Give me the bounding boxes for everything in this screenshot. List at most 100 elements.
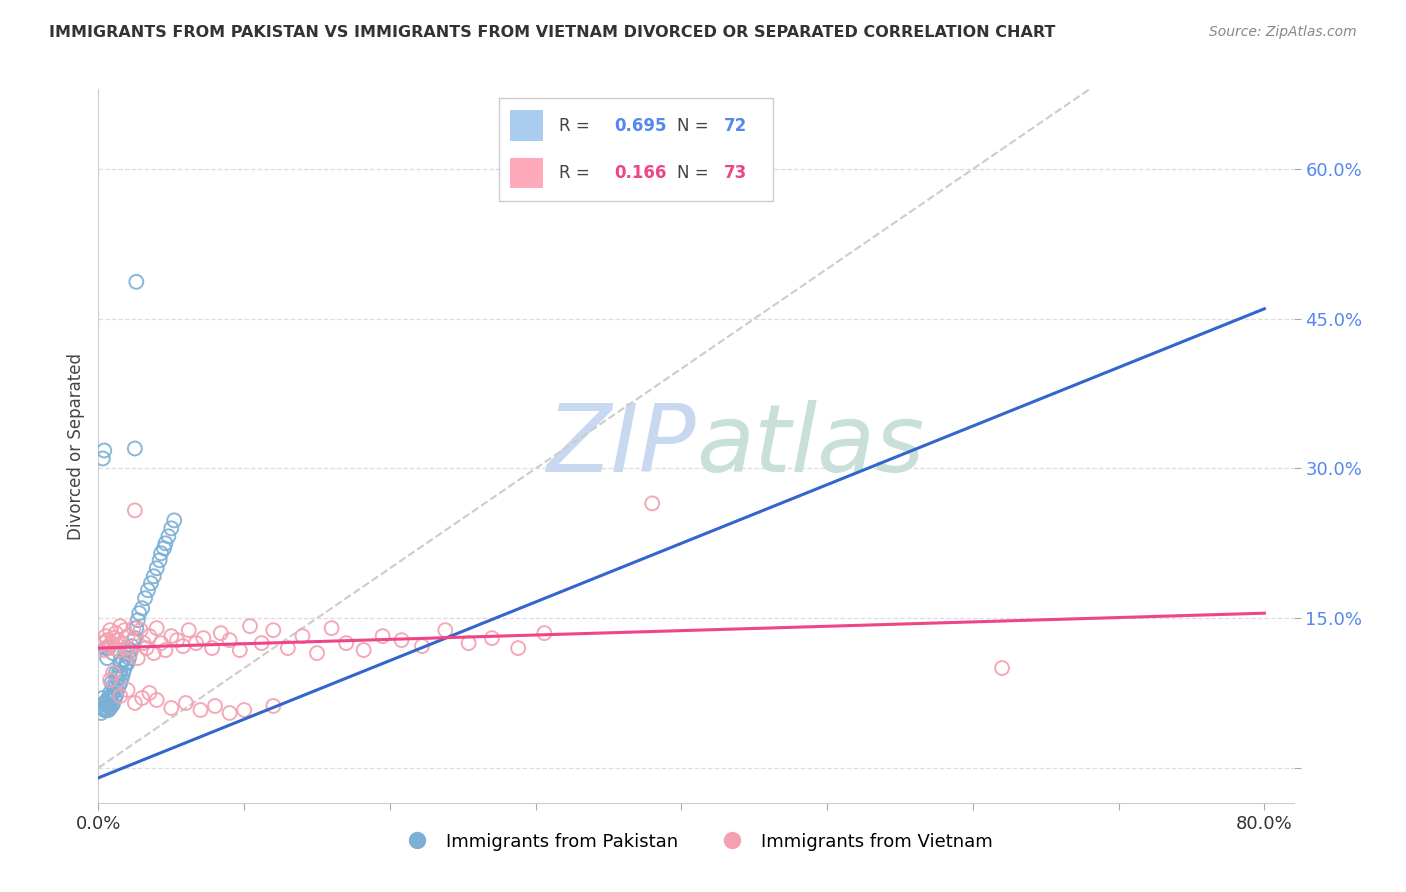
Point [108,643,131,657]
Point [129,623,152,637]
Point [335,636,357,650]
Point [201,641,224,656]
Point [110,619,132,633]
Point [125,275,148,289]
Point [145,693,167,707]
Point [190,703,212,717]
Point [434,623,457,637]
Point [142,569,165,583]
Point [155,643,177,657]
Y-axis label: Divorced or Separated: Divorced or Separated [66,352,84,540]
Point [91,691,114,706]
Point [93,696,115,710]
Point [138,629,160,643]
Text: 73: 73 [724,164,747,182]
Point [117,629,139,643]
Point [457,636,479,650]
Point [291,629,314,643]
Point [101,697,124,711]
Point [149,553,172,567]
Point [112,666,135,681]
Point [218,706,240,720]
Point [97,639,120,653]
Point [160,629,183,643]
Legend: Immigrants from Pakistan, Immigrants from Vietnam: Immigrants from Pakistan, Immigrants fro… [392,826,1000,858]
Point [371,629,394,643]
Point [481,631,503,645]
Point [94,641,117,656]
Point [120,646,142,660]
Point [135,641,157,656]
Point [117,656,139,670]
Point [101,646,124,660]
Point [124,442,146,456]
Point [93,643,115,657]
Point [108,666,131,681]
Point [93,703,115,717]
Point [124,631,146,645]
Bar [510,158,543,188]
Point [120,643,142,657]
Point [103,681,125,695]
Point [145,621,167,635]
Point [155,536,177,550]
Point [508,641,530,656]
Point [204,698,226,713]
Point [131,601,153,615]
Point [100,689,122,703]
Text: R =: R = [560,164,591,182]
Point [250,636,273,650]
Point [110,676,132,690]
Point [991,661,1014,675]
Point [262,698,284,713]
Point [108,679,131,693]
Point [104,626,127,640]
Point [193,631,215,645]
Text: atlas: atlas [696,401,924,491]
Point [134,591,156,606]
Point [174,696,197,710]
Point [172,639,194,653]
Point [115,656,138,670]
Point [112,653,135,667]
Point [127,651,149,665]
Point [125,621,148,635]
Point [138,686,160,700]
Point [98,701,121,715]
Point [118,651,141,665]
Point [100,676,122,690]
Text: 0.695: 0.695 [614,117,666,135]
Text: IMMIGRANTS FROM PAKISTAN VS IMMIGRANTS FROM VIETNAM DIVORCED OR SEPARATED CORREL: IMMIGRANTS FROM PAKISTAN VS IMMIGRANTS F… [49,25,1056,40]
Text: N =: N = [678,164,709,182]
Point [101,686,124,700]
Point [96,698,118,712]
Point [136,583,159,598]
Point [124,696,146,710]
Point [111,636,134,650]
Point [101,679,124,693]
Point [97,691,120,706]
Point [153,541,176,556]
Point [229,643,252,657]
Point [117,683,139,698]
Point [184,636,207,650]
Point [122,633,145,648]
Point [353,643,375,657]
Point [111,656,134,670]
Point [96,651,118,665]
Point [177,623,200,637]
Text: ZIP: ZIP [547,401,696,491]
Point [128,606,150,620]
Point [121,639,143,653]
Point [150,636,173,650]
Text: 72: 72 [724,117,747,135]
Point [101,666,124,681]
Point [114,623,136,637]
Point [91,636,114,650]
Point [305,646,328,660]
Point [110,656,132,670]
Point [411,639,433,653]
Point [91,701,114,715]
Point [101,631,124,645]
Point [142,646,165,660]
